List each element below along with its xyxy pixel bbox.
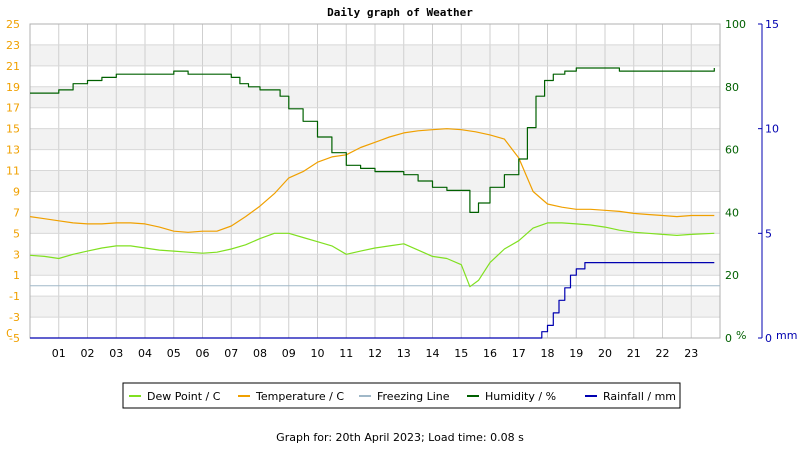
temperature-tick-label: 19 (6, 81, 20, 94)
rainfall-tick-label: 10 (765, 123, 779, 136)
temperature-tick-label: 21 (6, 60, 20, 73)
temperature-tick-label: 13 (6, 144, 20, 157)
temperature-tick-label: 3 (13, 248, 20, 261)
x-tick-label: 14 (426, 347, 440, 360)
humidity-unit-label: % (736, 329, 746, 342)
legend-label: Freezing Line (377, 390, 450, 403)
x-tick-label: 13 (397, 347, 411, 360)
x-tick-label: 02 (81, 347, 95, 360)
x-tick-label: 16 (483, 347, 497, 360)
x-tick-label: 09 (282, 347, 296, 360)
temperature-c-line (29, 128, 715, 233)
x-tick-label: 01 (52, 347, 66, 360)
x-tick-label: 18 (541, 347, 555, 360)
x-tick-label: 17 (512, 347, 526, 360)
footer-status: Graph for: 20th April 2023; Load time: 0… (276, 431, 524, 444)
dew-point-c-line (29, 222, 715, 288)
humidity-tick-label: 40 (725, 206, 739, 219)
x-tick-label: 22 (656, 347, 670, 360)
x-tick-label: 19 (569, 347, 583, 360)
humidity-tick-label: 60 (725, 144, 739, 157)
humidity-tick-label: 0 (725, 332, 732, 345)
chart-title: Daily graph of Weather (327, 6, 473, 19)
temperature-tick-label: 9 (13, 185, 20, 198)
x-tick-label: 15 (454, 347, 468, 360)
legend: Dew Point / C Temperature / C Freezing Lin… (122, 382, 681, 409)
humidity-tick-label: 100 (725, 18, 746, 31)
temperature-tick-label: 1 (13, 269, 20, 282)
x-tick-label: 20 (598, 347, 612, 360)
x-tick-label: 06 (196, 347, 210, 360)
temperature-tick-label: 5 (13, 227, 20, 240)
x-tick-label: 11 (339, 347, 353, 360)
x-tick-label: 23 (684, 347, 698, 360)
rainfall-mm-line (30, 262, 715, 339)
rainfall-tick-label: 0 (765, 332, 772, 345)
temperature-tick-label: 7 (13, 206, 20, 219)
temperature-tick-label: 23 (6, 39, 20, 52)
legend-label: Rainfall / mm (603, 390, 676, 403)
x-tick-label: 05 (167, 347, 181, 360)
legend-label: Temperature / C (255, 390, 344, 403)
temperature-tick-label: 17 (6, 102, 20, 115)
temperature-tick-label: 15 (6, 123, 20, 136)
x-tick-label: 04 (138, 347, 152, 360)
x-tick-label: 12 (368, 347, 382, 360)
rainfall-tick-label: 5 (765, 227, 772, 240)
x-tick-label: 10 (311, 347, 325, 360)
x-tick-label: 07 (224, 347, 238, 360)
humidity-tick-label: 80 (725, 81, 739, 94)
temperature-tick-label: -1 (9, 290, 20, 303)
legend-label: Dew Point / C (147, 390, 221, 403)
temperature-tick-label: 11 (6, 165, 20, 178)
legend-label: Humidity / % (485, 390, 556, 403)
x-tick-label: 03 (109, 347, 123, 360)
x-tick-label: 21 (627, 347, 641, 360)
rainfall-tick-label: 15 (765, 18, 779, 31)
rainfall-unit-label: mm (776, 329, 797, 342)
temperature-tick-label: -5 (9, 332, 20, 345)
x-tick-label: 08 (253, 347, 267, 360)
temperature-tick-label: -3 (9, 311, 20, 324)
temperature-tick-label: 25 (6, 18, 20, 31)
humidity-line (30, 67, 715, 213)
temperature-unit-label: C (6, 327, 13, 340)
humidity-tick-label: 20 (725, 269, 739, 282)
